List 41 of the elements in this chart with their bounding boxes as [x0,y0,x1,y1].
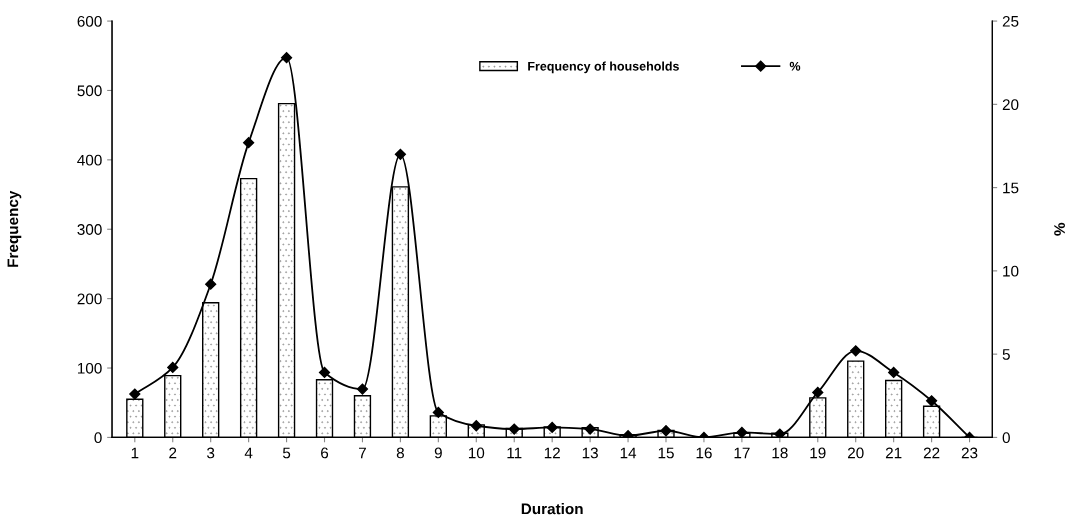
y-axis-title: Frequency [7,190,22,267]
x-tick-label: 19 [810,447,826,459]
x-tick-label: 5 [282,447,291,459]
x-tick-label: 23 [961,447,978,459]
y2-tick-label: 10 [1003,265,1019,277]
y-tick-label: 100 [77,362,102,374]
y2-tick-label: 20 [1002,99,1019,111]
y2-tick-label: 25 [1002,15,1019,27]
legend-label: % [789,61,801,71]
y2-tick-label: 0 [1002,432,1010,444]
y2-tick-label: 5 [1002,349,1010,360]
y-tick-label: 500 [77,85,102,97]
x-tick-label: 14 [620,447,637,459]
x-tick-label: 18 [772,447,788,459]
y-tick-label: 400 [77,154,102,166]
y-tick-label: 200 [77,293,102,305]
y2-axis-title: % [1054,222,1065,236]
x-tick-label: 3 [207,447,215,459]
y2-tick-label: 15 [1003,182,1019,194]
x-tick-label: 2 [169,447,177,459]
x-tick-label: 12 [544,447,560,459]
x-tick-label: 8 [396,447,404,459]
x-tick-label: 11 [507,447,522,459]
x-tick-label: 7 [358,447,366,459]
x-tick-label: 15 [658,447,674,459]
x-tick-label: 6 [321,447,329,459]
x-axis-title: Duration [521,503,583,515]
x-tick-label: 21 [885,447,902,459]
x-tick-label: 16 [696,447,712,459]
x-tick-label: 1 [131,447,139,459]
x-tick-label: 20 [847,447,864,459]
x-tick-label: 13 [582,447,598,459]
y-tick-label: 300 [77,224,102,235]
y-tick-label: 600 [77,15,102,27]
x-tick-label: 10 [468,447,485,459]
x-tick-label: 22 [923,447,940,459]
x-tick-label: 4 [244,447,253,459]
x-tick-label: 17 [734,447,750,459]
legend-label: Frequency of households [528,61,679,74]
x-tick-label: 9 [434,447,442,459]
y-tick-label: 0 [94,432,102,444]
